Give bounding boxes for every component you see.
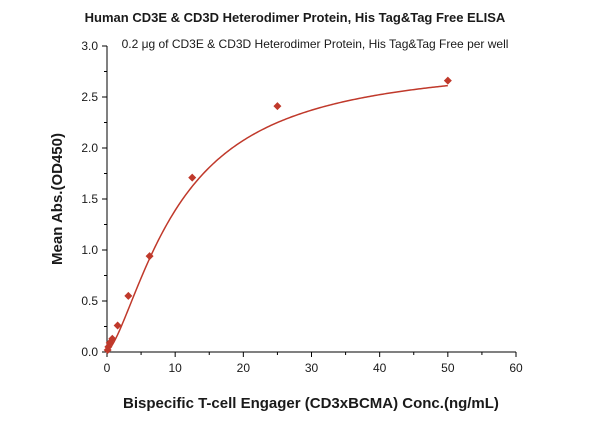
fit-curve <box>106 84 448 352</box>
chart-subtitle: 0.2 μg of CD3E & CD3D Heterodimer Protei… <box>122 37 509 51</box>
data-point <box>108 334 117 343</box>
y-axis-label: Mean Abs.(OD450) <box>49 133 66 265</box>
data-point <box>273 102 282 111</box>
y-tick-label: 0.5 <box>81 294 98 308</box>
axes <box>106 46 516 353</box>
y-tick-label: 1.0 <box>81 243 98 257</box>
data-point <box>443 76 452 85</box>
x-tick-label: 20 <box>237 361 251 375</box>
y-ticks: 0.0 0.5 1.0 1.5 2.0 2.5 3.0 <box>81 39 107 359</box>
x-tick-label: 50 <box>441 361 455 375</box>
data-point <box>188 173 197 182</box>
y-tick-label: 1.5 <box>81 192 98 206</box>
data-point <box>113 321 122 330</box>
x-tick-label: 60 <box>509 361 523 375</box>
data-point <box>145 252 154 261</box>
data-point <box>124 291 133 300</box>
y-tick-label: 2.0 <box>81 141 98 155</box>
x-axis-label: Bispecific T-cell Engager (CD3xBCMA) Con… <box>123 395 499 412</box>
chart-title: Human CD3E & CD3D Heterodimer Protein, H… <box>85 10 506 25</box>
x-tick-label: 10 <box>168 361 182 375</box>
x-ticks: 0 10 20 30 40 50 60 <box>104 352 523 375</box>
data-points <box>103 76 452 354</box>
y-tick-label: 2.5 <box>81 90 98 104</box>
x-tick-label: 30 <box>305 361 319 375</box>
x-tick-label: 40 <box>373 361 387 375</box>
y-tick-label: 3.0 <box>81 39 98 53</box>
x-tick-label: 0 <box>104 361 111 375</box>
y-tick-label: 0.0 <box>81 345 98 359</box>
